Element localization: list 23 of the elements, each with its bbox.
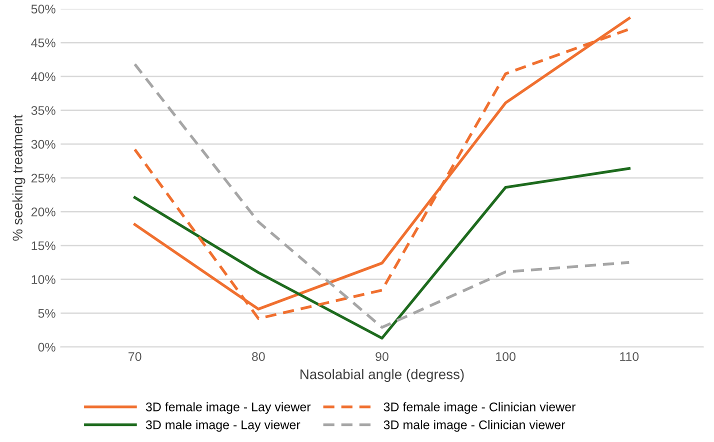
y-tick-label: 25% [31,174,56,183]
legend-label: 3D female image - Lay viewer [146,402,311,414]
y-tick-label: 20% [31,208,56,216]
y-tick-label: 50% [31,4,56,14]
x-tick-label: 110 [620,352,639,362]
x-tick-label: 100 [496,352,516,362]
x-tick-label: 90 [376,352,388,362]
legend-label: 3D female image - Clinician viewer [384,402,576,414]
y-tick-label: 40% [31,72,56,82]
y-tick-label: 0% [38,342,56,352]
y-tick-label: 15% [32,241,56,250]
line-series [133,167,631,340]
x-axis-title: Nasolabial angle (degress) [300,369,464,382]
y-tick-label: 45% [31,38,56,48]
y-tick-label: 5% [38,309,56,318]
x-tick-label: 80 [252,352,265,362]
y-tick-label: 10% [32,275,56,284]
y-tick-label: 35% [31,106,56,115]
legend-label: 3D male image - Lay viewer [146,420,300,432]
legend-label: 3D male image - Clinician viewer [384,420,566,432]
y-axis-title: % seeking treatment [12,114,26,241]
x-tick-label: 70 [128,352,142,362]
y-tick-label: 30% [31,140,56,149]
